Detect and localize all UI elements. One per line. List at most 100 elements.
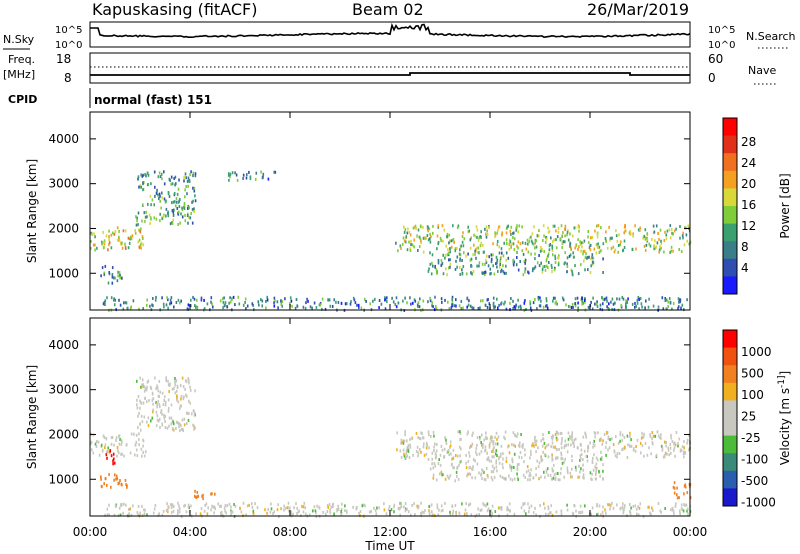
scatter-cell [94, 248, 96, 252]
scatter-cell [189, 385, 191, 389]
scatter-cell [415, 226, 417, 230]
scatter-cell [228, 502, 231, 506]
scatter-cell [230, 505, 232, 509]
scatter-cell [554, 296, 556, 300]
scatter-cell [225, 511, 227, 515]
scatter-cell [143, 512, 146, 516]
scatter-cell [478, 264, 480, 268]
scatter-cell [468, 229, 470, 233]
scatter-cell [429, 237, 431, 241]
scatter-cell [159, 219, 161, 223]
power-y-axis-label: Slant Range [km] [25, 159, 39, 263]
scatter-cell [660, 436, 662, 440]
scatter-cell [158, 417, 161, 421]
scatter-cell [283, 508, 285, 512]
scatter-cell [553, 238, 555, 242]
scatter-cell [412, 453, 414, 457]
power-colorbar-tick: 8 [741, 240, 749, 254]
scatter-cell [494, 435, 496, 439]
scatter-cell [443, 228, 446, 232]
velocity-colorbar-tick: -1000 [741, 496, 776, 510]
scatter-cell [305, 301, 307, 305]
scatter-cell [663, 239, 666, 242]
scatter-cell [573, 442, 575, 446]
scatter-cell [473, 233, 475, 237]
scatter-cell [434, 452, 437, 456]
scatter-cell [481, 262, 484, 266]
scatter-cell [684, 226, 686, 230]
scatter-cell [313, 505, 316, 509]
colorbar-swatch [723, 365, 737, 384]
scatter-cell [457, 430, 459, 434]
scatter-cell [498, 251, 501, 255]
scatter-cell [466, 297, 468, 301]
scatter-cell [674, 454, 676, 458]
scatter-cell [505, 251, 508, 255]
scatter-cell [495, 465, 498, 469]
scatter-cell [463, 237, 466, 241]
scatter-cell [524, 502, 526, 506]
scatter-cell [467, 303, 470, 307]
scatter-cell [573, 226, 576, 230]
scatter-cell [449, 258, 451, 262]
scatter-cell [592, 445, 594, 449]
scatter-cell [461, 240, 464, 244]
scatter-cell [606, 246, 609, 250]
scatter-cell [479, 437, 481, 441]
scatter-cell [134, 231, 137, 235]
scatter-cell [634, 301, 636, 305]
scatter-cell [644, 441, 647, 445]
scatter-cell [584, 431, 586, 435]
scatter-cell [592, 296, 594, 300]
scatter-cell [540, 456, 542, 460]
scatter-cell [433, 449, 435, 452]
scatter-cell [472, 270, 475, 273]
scatter-cell [497, 306, 499, 310]
scatter-cell [239, 506, 241, 510]
scatter-cell [436, 443, 438, 446]
scatter-cell [488, 255, 490, 259]
scatter-cell [393, 503, 396, 507]
scatter-cell [161, 513, 164, 517]
scatter-cell [443, 455, 446, 458]
colorbar-swatch [723, 330, 737, 349]
x-tick-label: 04:00 [173, 525, 208, 539]
scatter-cell [228, 173, 230, 177]
scatter-cell [449, 239, 451, 243]
scatter-cell [496, 265, 498, 269]
scatter-cell [510, 225, 513, 229]
scatter-cell [505, 264, 507, 268]
scatter-cell [534, 241, 536, 245]
scatter-cell [144, 396, 146, 400]
scatter-cell [172, 420, 174, 424]
scatter-cell [541, 444, 544, 448]
scatter-cell [537, 295, 540, 299]
scatter-cell [540, 299, 542, 303]
scatter-cell [179, 407, 181, 411]
scatter-cell [170, 175, 173, 179]
scatter-cell [550, 504, 552, 508]
cpid-panel: CPID normal (fast) 151 [8, 88, 212, 108]
scatter-cell [551, 244, 553, 248]
scatter-cell [126, 485, 128, 489]
scatter-cell [187, 204, 190, 208]
scatter-cell [493, 455, 495, 459]
scatter-cell [172, 422, 175, 426]
scatter-cell [584, 300, 586, 304]
scatter-cell [185, 393, 187, 397]
scatter-cell [494, 305, 496, 309]
scatter-cell [569, 242, 572, 246]
scatter-cell [569, 305, 571, 309]
scatter-cell [171, 222, 174, 226]
scatter-cell [157, 419, 160, 423]
scatter-cell [163, 413, 165, 417]
nave-tick-top: 60 [708, 52, 723, 66]
scatter-cell [468, 466, 471, 470]
scatter-cell [148, 213, 151, 217]
scatter-cell [512, 263, 515, 267]
scatter-cell [509, 301, 511, 305]
scatter-cell [598, 504, 601, 508]
scatter-cell [169, 302, 171, 306]
scatter-cell [232, 295, 235, 299]
